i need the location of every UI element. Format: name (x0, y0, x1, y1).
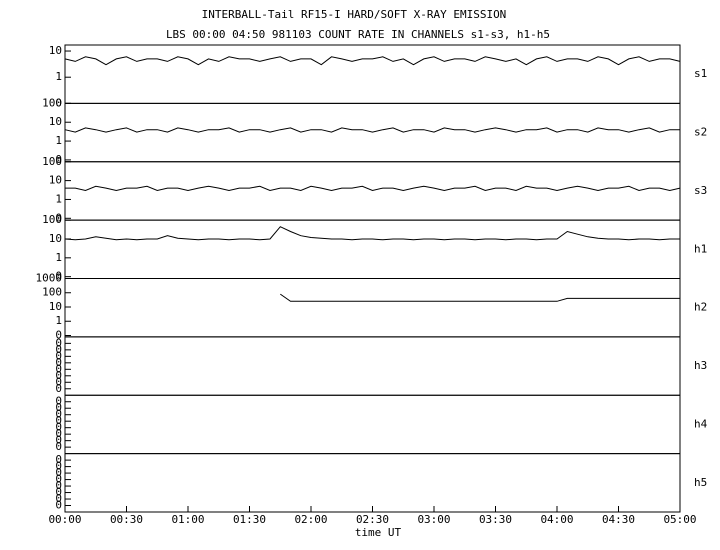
y-tick-label: 0 (55, 499, 62, 512)
panel-name: s1 (694, 67, 707, 80)
panel-name: h1 (694, 242, 707, 255)
y-tick-label: 0 (55, 211, 62, 224)
y-tick-label: 0 (55, 460, 62, 473)
y-tick-label: 0 (55, 153, 62, 166)
y-tick-label: 0 (55, 96, 62, 109)
y-tick-label: 1 (55, 192, 62, 205)
series-line (64, 127, 680, 133)
y-tick-label: 10 (49, 115, 62, 128)
y-tick-label: 10 (49, 44, 62, 57)
y-tick-label: 100 (42, 155, 62, 168)
y-tick-label: 0 (55, 421, 62, 434)
y-tick-label: 0 (55, 328, 62, 341)
x-tick-label: 03:30 (479, 513, 512, 526)
y-tick-label: 0 (55, 356, 62, 369)
y-tick-label: 100 (42, 96, 62, 109)
panel-frame (64, 453, 681, 513)
y-tick-label: 10 (49, 174, 62, 187)
y-tick-label: 1 (55, 70, 62, 83)
panel-name: h3 (694, 359, 707, 372)
y-tick-label: 1000 (36, 272, 63, 285)
panel-name: s2 (694, 126, 707, 139)
y-tick-label: 1 (55, 251, 62, 264)
y-tick-label: 10 (49, 300, 62, 313)
y-tick-label: 100 (42, 213, 62, 226)
x-tick-label: 03:00 (417, 513, 450, 526)
y-tick-label: 0 (55, 453, 62, 466)
x-tick-label: 00:00 (48, 513, 81, 526)
y-tick-label: 0 (55, 349, 62, 362)
panel-frame (64, 219, 681, 279)
panel-frame (64, 336, 681, 396)
x-tick-label: 04:00 (540, 513, 573, 526)
y-tick-label: 0 (55, 343, 62, 356)
y-tick-label: 0 (55, 486, 62, 499)
y-tick-label: 0 (55, 414, 62, 427)
x-tick-label: 02:00 (294, 513, 327, 526)
y-tick-label: 0 (55, 492, 62, 505)
y-tick-label: 0 (55, 362, 62, 375)
y-tick-label: 0 (55, 395, 62, 408)
x-tick-label: 02:30 (356, 513, 389, 526)
series-line (280, 293, 680, 302)
x-tick-label: 01:30 (233, 513, 266, 526)
series-line (64, 226, 680, 241)
y-tick-label: 10 (49, 232, 62, 245)
y-tick-label: 0 (55, 473, 62, 486)
panel-name: h4 (694, 417, 708, 430)
y-tick-label: 0 (55, 270, 62, 283)
chart-subtitle: LBS 00:00 04:50 981103 COUNT RATE IN CHA… (166, 28, 550, 41)
y-tick-label: 0 (55, 408, 62, 421)
series-line (64, 56, 681, 66)
y-tick-label: 0 (55, 336, 62, 349)
panel-frame (64, 44, 681, 104)
y-tick-label: 0 (55, 466, 62, 479)
y-tick-label: 0 (55, 382, 62, 395)
y-tick-label: 0 (55, 401, 62, 414)
y-tick-label: 0 (55, 434, 62, 447)
y-tick-label: 0 (55, 427, 62, 440)
x-tick-label: 05:00 (663, 513, 696, 526)
panel-name: h2 (694, 301, 707, 314)
panel-frame (64, 394, 681, 455)
x-tick-label: 01:00 (171, 513, 204, 526)
x-axis-label: time UT (355, 526, 402, 539)
y-tick-label: 1 (55, 314, 62, 327)
y-tick-label: 0 (55, 375, 62, 388)
y-tick-label: 0 (55, 440, 62, 453)
y-tick-label: 100 (42, 286, 62, 299)
y-tick-label: 1 (55, 134, 62, 147)
x-tick-label: 04:30 (602, 513, 635, 526)
panel-name: s3 (694, 184, 707, 197)
panel-frame (64, 278, 681, 338)
x-tick-label: 00:30 (110, 513, 143, 526)
series-line (65, 185, 681, 192)
chart-title: INTERBALL-Tail RF15-I HARD/SOFT X-RAY EM… (202, 8, 507, 21)
panel-name: h5 (694, 476, 707, 489)
y-tick-label: 0 (55, 369, 62, 382)
y-tick-label: 0 (55, 479, 62, 492)
